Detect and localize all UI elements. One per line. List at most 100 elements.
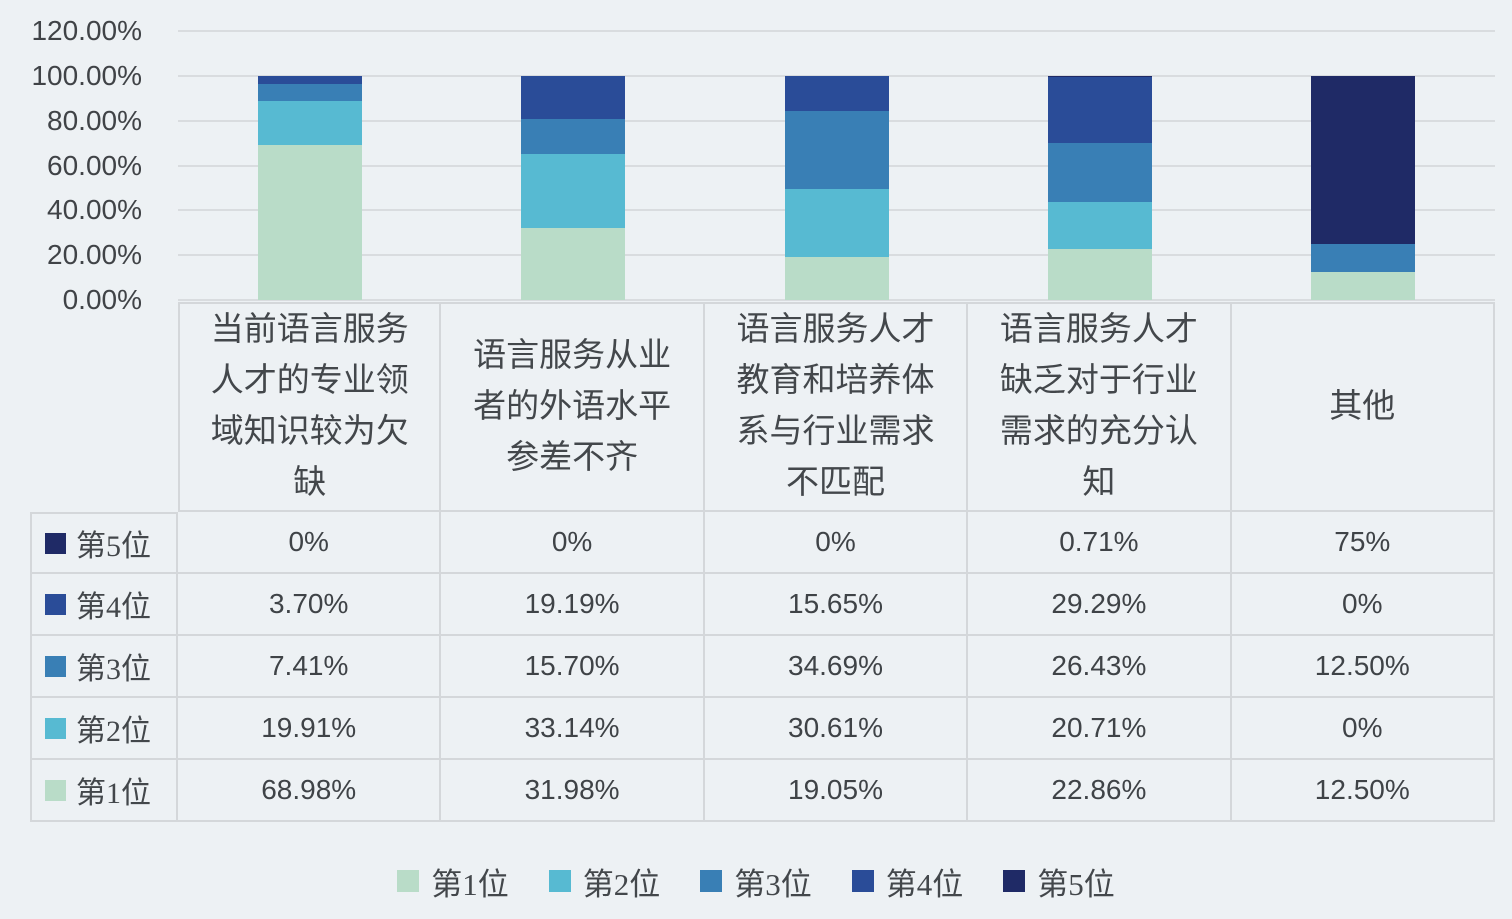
bar-segment-rank3 — [1047, 143, 1152, 203]
bar-segment-rank5 — [1047, 75, 1152, 78]
table-cell: 20.71% — [968, 698, 1232, 760]
legend-item-rank5: 第5位 — [1003, 859, 1115, 904]
series-swatch-rank3 — [45, 655, 66, 677]
y-tick: 80.00% — [47, 104, 142, 136]
bar-segment-rank1 — [784, 257, 889, 300]
table-cell: 22.86% — [968, 760, 1232, 822]
data-table: 当前语言服务 人才的专业领 域知识较为欠 缺 语言服务从业 者的外语水平 参差不… — [30, 302, 1495, 822]
table-cell: 29.29% — [968, 574, 1232, 636]
y-tick: 40.00% — [47, 194, 142, 226]
table-cell: 0% — [1231, 698, 1495, 760]
row-label-text: 第3位 — [76, 653, 151, 686]
bar-segment-rank1 — [257, 145, 362, 300]
category-header: 其他 — [1231, 302, 1495, 512]
bar-segment-rank2 — [521, 154, 626, 229]
bar-segment-rank4 — [521, 75, 626, 119]
bar-segment-rank4 — [784, 75, 889, 111]
table-cell: 0.71% — [968, 512, 1232, 574]
series-swatch-rank1 — [45, 779, 66, 801]
stacked-bar-1 — [257, 31, 362, 300]
legend-label: 第1位 — [431, 866, 509, 902]
category-header: 语言服务从业 者的外语水平 参差不齐 — [441, 302, 705, 512]
stacked-bar-5 — [1311, 31, 1416, 300]
table-cell: 31.98% — [441, 760, 705, 822]
table-cell: 0% — [704, 512, 969, 574]
legend-label: 第5位 — [1037, 866, 1115, 902]
table-row-label-rank4: 第4位 — [30, 574, 178, 636]
bar-segment-rank2 — [257, 100, 362, 146]
bar-segment-rank5 — [1311, 75, 1416, 244]
table-row-label-rank5: 第5位 — [30, 512, 178, 574]
stacked-bar-2 — [521, 31, 626, 300]
bar-segment-rank4 — [257, 75, 362, 85]
stacked-bar-3 — [784, 31, 889, 300]
table-cell: 7.41% — [178, 636, 442, 698]
legend: 第1位 第2位 第3位 第4位 第5位 — [0, 849, 1512, 913]
legend-item-rank2: 第2位 — [548, 859, 661, 904]
table-corner-cell — [30, 302, 178, 512]
series-swatch-rank5 — [45, 532, 66, 554]
table-cell: 12.50% — [1231, 760, 1495, 822]
y-tick: 60.00% — [47, 149, 142, 181]
table-cell: 19.91% — [178, 698, 442, 760]
table-cell: 19.05% — [704, 760, 969, 822]
legend-item-rank4: 第4位 — [851, 859, 964, 904]
stacked-bar-4 — [1047, 31, 1152, 300]
table-cell: 68.98% — [178, 760, 442, 822]
legend-swatch-rank1 — [397, 870, 420, 892]
legend-item-rank1: 第1位 — [397, 859, 509, 904]
gridline — [178, 74, 1495, 77]
legend-swatch-rank5 — [1003, 870, 1026, 892]
gridline — [178, 299, 1495, 301]
bar-segment-rank1 — [1311, 271, 1416, 300]
category-header: 当前语言服务 人才的专业领 域知识较为欠 缺 — [178, 302, 442, 512]
legend-label: 第2位 — [582, 866, 661, 902]
bar-segment-rank3 — [784, 110, 889, 189]
legend-swatch-rank4 — [851, 870, 874, 892]
table-cell: 75% — [1231, 512, 1495, 574]
table-cell: 12.50% — [1231, 636, 1495, 698]
table-cell: 15.70% — [441, 636, 705, 698]
table-cell: 33.14% — [441, 698, 705, 760]
y-tick: 0.00% — [62, 284, 142, 315]
y-axis: 120.00% 100.00% 80.00% 60.00% 40.00% 20.… — [0, 15, 142, 315]
y-tick: 120.00% — [31, 15, 142, 46]
table-row-label-rank1: 第1位 — [30, 760, 178, 822]
legend-swatch-rank2 — [548, 870, 571, 892]
table-cell: 0% — [441, 512, 705, 574]
bar-segment-rank3 — [521, 118, 626, 155]
row-label-text: 第1位 — [76, 777, 151, 810]
table-cell: 26.43% — [968, 636, 1232, 698]
bar-segment-rank3 — [257, 84, 362, 101]
category-header: 语言服务人才 教育和培养体 系与行业需求 不匹配 — [704, 302, 969, 512]
bar-segment-rank2 — [784, 188, 889, 258]
row-label-text: 第2位 — [76, 715, 151, 748]
row-label-text: 第4位 — [76, 591, 151, 624]
series-swatch-rank2 — [45, 717, 66, 739]
table-row-label-rank2: 第2位 — [30, 698, 178, 760]
gridline — [178, 30, 1495, 32]
legend-item-rank3: 第3位 — [700, 859, 812, 904]
table-cell: 19.19% — [441, 574, 705, 636]
table-cell: 0% — [1231, 574, 1495, 636]
legend-label: 第4位 — [885, 866, 964, 902]
bar-segment-rank2 — [1047, 202, 1152, 249]
bar-segment-rank3 — [1311, 243, 1416, 272]
table-cell: 3.70% — [178, 574, 442, 636]
row-label-text: 第5位 — [76, 530, 151, 563]
table-cell: 34.69% — [704, 636, 969, 698]
legend-swatch-rank3 — [700, 870, 723, 892]
legend-label: 第3位 — [734, 866, 812, 902]
table-row-label-rank3: 第3位 — [30, 636, 178, 698]
bar-segment-rank4 — [1047, 77, 1152, 144]
plot-area — [178, 30, 1495, 301]
table-cell: 15.65% — [704, 574, 969, 636]
table-cell: 30.61% — [704, 698, 969, 760]
bar-segment-rank1 — [521, 228, 626, 300]
series-swatch-rank4 — [45, 593, 66, 615]
bar-segment-rank1 — [1047, 248, 1152, 300]
y-tick: 20.00% — [47, 239, 142, 271]
table-cell: 0% — [178, 512, 442, 574]
y-tick: 100.00% — [31, 59, 142, 91]
